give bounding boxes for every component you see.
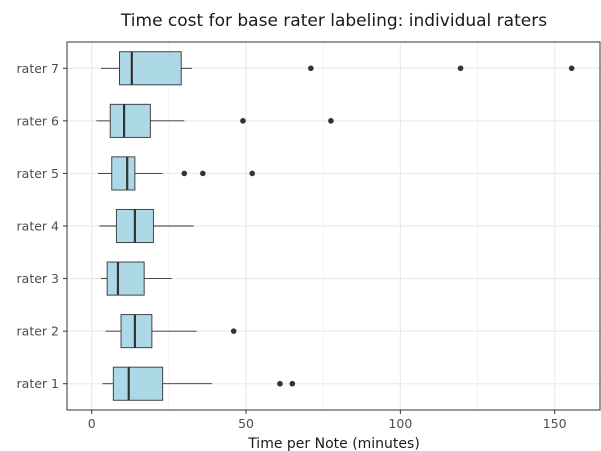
outlier-point [277,380,283,387]
x-tick-label: 150 [543,416,567,431]
y-tick-label: rater 6 [17,113,60,128]
outlier-point [568,65,575,72]
y-tick-label: rater 1 [17,376,59,391]
box-iqr [106,261,145,296]
outlier-point [181,170,188,177]
x-axis-label: Time per Note (minutes) [247,436,420,451]
outlier-point [230,328,237,334]
box-iqr [119,51,182,86]
box-iqr [109,103,151,138]
y-tick-label: rater 3 [17,271,59,286]
outlier-point [328,118,334,124]
y-tick-label: rater 2 [17,324,59,339]
box-iqr [112,366,164,401]
box-iqr [111,156,136,191]
plot-area: rater 1 rater 2 rater 3 rater 4 rater 5 rater… [17,41,601,431]
outlier-point [289,380,296,387]
outlier-point [240,118,246,124]
outlier-point [200,170,206,177]
outlier-point [308,65,314,72]
outlier-point [249,170,256,177]
y-tick-label: rater 5 [17,166,59,181]
x-tick-label: 100 [388,416,412,431]
x-tick-label: 50 [238,416,254,431]
x-tick-label: 0 [88,416,96,431]
y-tick-label: rater 7 [17,61,59,76]
y-tick-label: rater 4 [17,219,60,234]
box-iqr [120,314,153,349]
chart-title: Time cost for base rater labeling: indiv… [120,11,547,31]
outlier-point [457,65,464,72]
